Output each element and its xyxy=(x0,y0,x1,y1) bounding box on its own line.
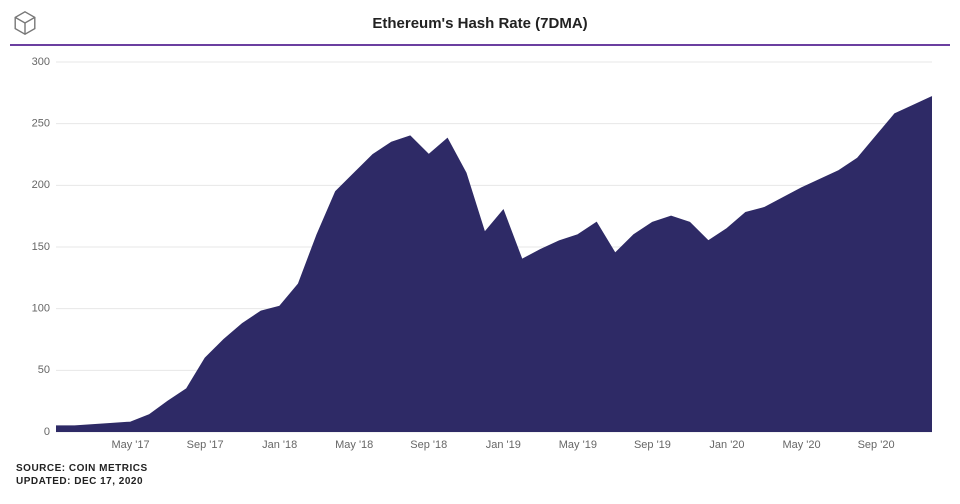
svg-text:Sep '18: Sep '18 xyxy=(410,439,447,451)
updated-label: UPDATED: xyxy=(16,476,71,487)
svg-text:Jan '18: Jan '18 xyxy=(262,439,297,451)
block-logo-icon xyxy=(10,8,40,38)
svg-text:May '20: May '20 xyxy=(782,439,820,451)
svg-text:Jan '20: Jan '20 xyxy=(709,439,744,451)
svg-text:May '19: May '19 xyxy=(559,439,597,451)
svg-text:Jan '19: Jan '19 xyxy=(486,439,521,451)
header-divider xyxy=(10,44,950,46)
chart-card: Ethereum's Hash Rate (7DMA) 0 50 100 150 200… xyxy=(0,0,960,504)
svg-text:Sep '19: Sep '19 xyxy=(634,439,671,451)
svg-text:50: 50 xyxy=(38,364,50,376)
svg-text:Sep '17: Sep '17 xyxy=(187,439,224,451)
svg-text:Sep '20: Sep '20 xyxy=(858,439,895,451)
source-value: COIN METRICS xyxy=(69,463,148,474)
source-label: SOURCE: xyxy=(16,463,66,474)
svg-text:100: 100 xyxy=(32,303,50,315)
svg-text:150: 150 xyxy=(32,241,50,253)
chart-title: Ethereum's Hash Rate (7DMA) xyxy=(10,15,950,32)
updated-line: UPDATED: DEC 17, 2020 xyxy=(16,475,950,488)
area-chart-svg: 0 50 100 150 200 250 300 May '17 Sep '17 Jan '18 M… xyxy=(20,56,940,456)
header: Ethereum's Hash Rate (7DMA) xyxy=(10,8,950,38)
footer: SOURCE: COIN METRICS UPDATED: DEC 17, 20… xyxy=(10,462,950,488)
source-line: SOURCE: COIN METRICS xyxy=(16,462,950,475)
svg-text:300: 300 xyxy=(32,56,50,68)
svg-text:200: 200 xyxy=(32,179,50,191)
chart-area: 0 50 100 150 200 250 300 May '17 Sep '17 Jan '18 M… xyxy=(20,56,940,456)
updated-value: DEC 17, 2020 xyxy=(74,476,143,487)
svg-text:May '17: May '17 xyxy=(111,439,149,451)
svg-text:0: 0 xyxy=(44,426,50,438)
svg-text:250: 250 xyxy=(32,118,50,130)
svg-text:May '18: May '18 xyxy=(335,439,373,451)
